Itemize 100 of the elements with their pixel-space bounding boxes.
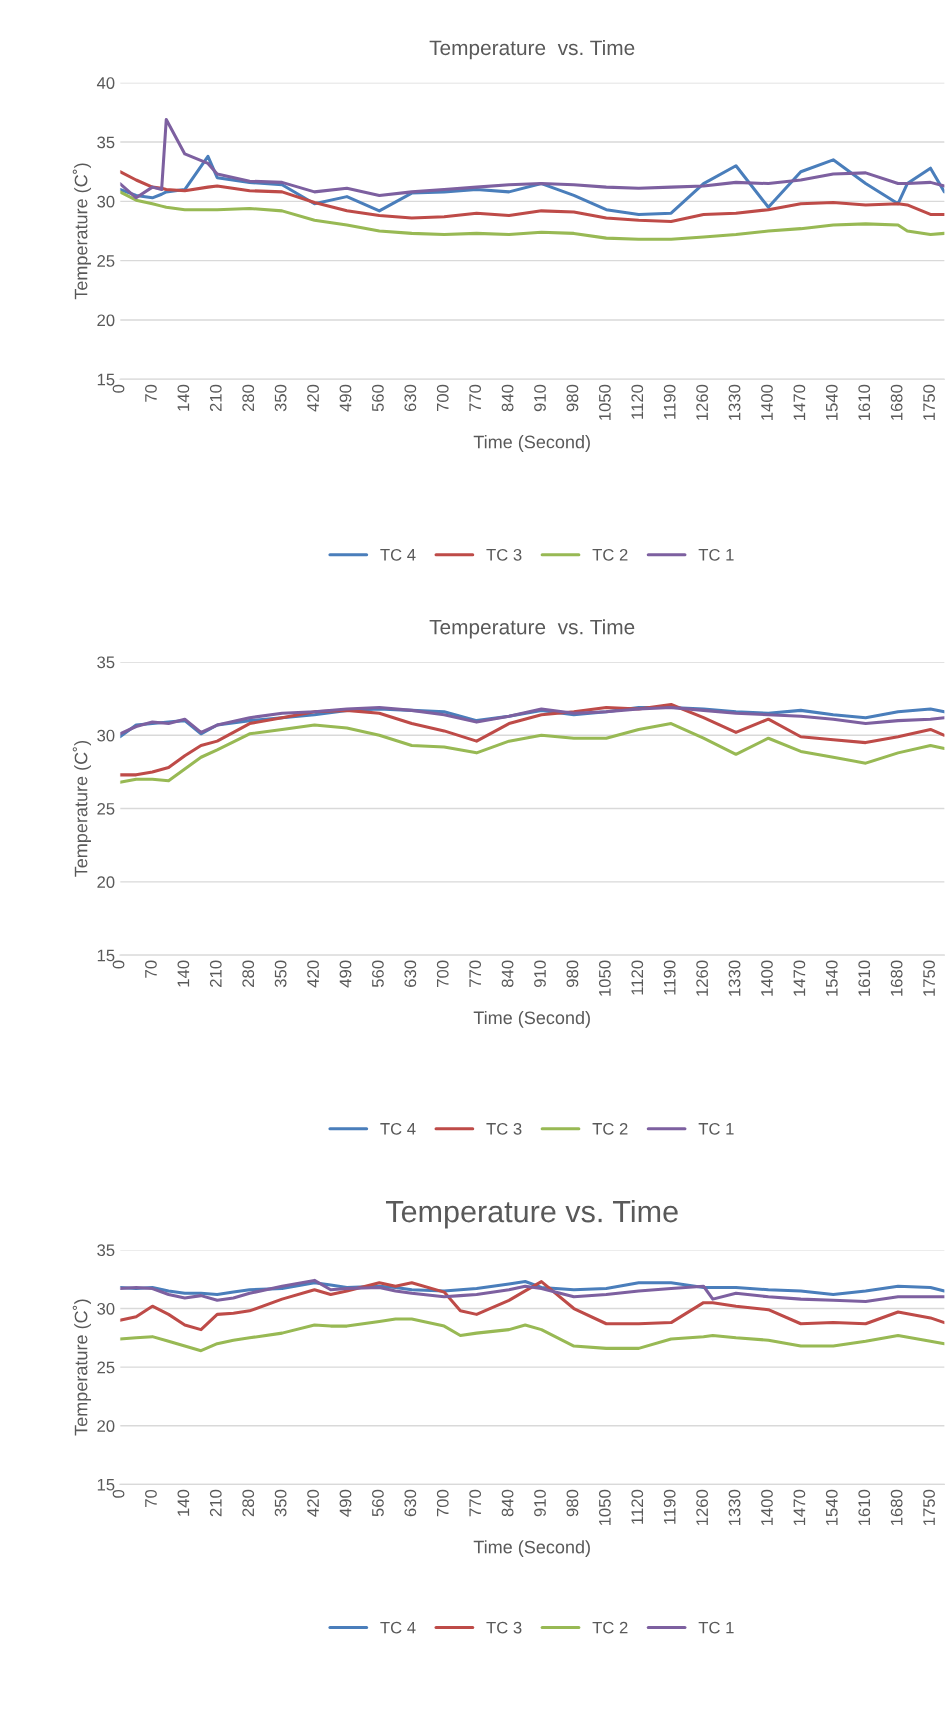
x-tick-label: 1750 (923, 1489, 935, 1526)
x-tick-label: 700 (436, 1489, 449, 1517)
x-tick-label: 910 (534, 1489, 546, 1517)
chart-title: Temperature vs. Time (385, 1199, 678, 1229)
x-tick-label: 630 (404, 1489, 417, 1517)
x-tick-label: 1680 (890, 960, 903, 996)
legend-label: TC 1 (698, 548, 734, 561)
x-tick-label: 910 (534, 960, 546, 987)
x-tick-label: 560 (372, 384, 384, 412)
x-tick-label: 700 (436, 384, 449, 412)
x-tick-label: 1610 (858, 1489, 871, 1526)
y-tick-label: 25 (97, 802, 115, 815)
chart-title: Temperature vs. Time (429, 619, 635, 639)
x-tick-label: 1470 (793, 384, 806, 420)
x-tick-label: 1540 (825, 1489, 838, 1526)
line-series (119, 1278, 945, 1304)
y-tick-label: 25 (97, 255, 115, 267)
line-series (119, 1280, 945, 1332)
y-tick-label: 15 (97, 1478, 115, 1491)
x-tick-label: 350 (274, 1489, 287, 1517)
legend-label: TC 3 (486, 1621, 522, 1634)
x-tick-label: 1120 (631, 960, 644, 995)
x-tick-label: 210 (209, 384, 222, 412)
x-tick-label: 70 (145, 960, 157, 978)
x-tick-label: 630 (404, 960, 417, 987)
legend-label: TC 4 (380, 548, 416, 561)
x-tick-label: 280 (242, 960, 255, 987)
x-tick-label: 700 (436, 960, 449, 987)
legend-label: TC 3 (486, 548, 522, 561)
x-tick-label: 1330 (728, 960, 741, 996)
legend-label: TC 1 (698, 1122, 734, 1135)
x-tick-label: 840 (501, 384, 514, 412)
x-tick-label: 840 (501, 960, 514, 988)
x-tick-label: 630 (404, 384, 417, 412)
x-tick-label: 1330 (728, 1489, 741, 1526)
x-tick-label: 1120 (631, 384, 644, 419)
x-tick-label: 1470 (793, 960, 806, 996)
x-axis-title: Time (Second) (473, 435, 590, 452)
x-tick-label: 1260 (696, 960, 709, 996)
y-tick-label: 25 (97, 1361, 115, 1374)
x-tick-label: 1680 (890, 384, 903, 420)
legend-label: TC 1 (698, 1621, 734, 1634)
legend-label: TC 3 (486, 1122, 522, 1135)
x-tick-label: 490 (339, 384, 352, 412)
x-tick-label: 210 (209, 1489, 222, 1517)
x-tick-label: 770 (469, 960, 482, 987)
x-tick-label: 1680 (890, 1489, 903, 1526)
legend-label: TC 2 (592, 548, 628, 561)
line-series (119, 190, 945, 241)
x-tick-label: 0 (112, 960, 125, 969)
x-tick-label: 770 (469, 384, 482, 412)
line-series (119, 1317, 945, 1353)
y-axis-title: Temperature (C˚) (72, 163, 91, 300)
legend-label: TC 2 (592, 1621, 628, 1634)
y-tick-label: 35 (97, 1244, 115, 1257)
y-axis-title: Temperature (C˚) (72, 1299, 91, 1436)
x-tick-label: 1610 (858, 960, 871, 996)
x-tick-label: 1400 (761, 384, 773, 420)
x-tick-label: 70 (145, 1489, 157, 1507)
x-tick-label: 1330 (728, 384, 741, 420)
legend-label: TC 2 (592, 1122, 628, 1135)
y-tick-label: 30 (97, 195, 115, 208)
x-tick-label: 910 (534, 384, 546, 412)
x-tick-label: 1260 (696, 384, 709, 420)
x-tick-label: 1750 (923, 384, 935, 420)
x-tick-label: 560 (372, 960, 384, 988)
x-tick-label: 1190 (663, 1489, 676, 1524)
x-tick-label: 490 (339, 1489, 352, 1517)
x-tick-label: 0 (112, 384, 125, 393)
x-tick-label: 1120 (631, 1489, 644, 1524)
x-tick-label: 1750 (923, 960, 935, 996)
x-tick-label: 420 (307, 384, 319, 412)
line-series (119, 117, 945, 200)
x-tick-label: 140 (177, 1489, 190, 1516)
x-tick-label: 1400 (761, 960, 773, 996)
y-tick-label: 30 (97, 1302, 115, 1315)
x-axis-title: Time (Second) (473, 1540, 590, 1558)
line-series (119, 170, 945, 224)
x-axis-title: Time (Second) (473, 1010, 590, 1028)
y-tick-label: 20 (97, 314, 115, 327)
legend-label: TC 4 (380, 1122, 416, 1135)
x-tick-label: 980 (566, 960, 579, 987)
x-tick-label: 1470 (793, 1489, 806, 1526)
x-tick-label: 140 (177, 960, 190, 987)
y-tick-label: 30 (97, 729, 115, 742)
x-tick-label: 980 (566, 1489, 579, 1517)
x-tick-label: 350 (274, 960, 287, 988)
x-tick-label: 1050 (598, 1489, 611, 1526)
y-tick-label: 35 (97, 136, 115, 149)
y-tick-label: 15 (97, 373, 115, 386)
x-tick-label: 490 (339, 960, 352, 988)
x-tick-label: 1260 (696, 1489, 709, 1526)
y-tick-label: 20 (97, 876, 115, 889)
x-tick-label: 840 (501, 1489, 514, 1517)
x-tick-label: 0 (112, 1489, 125, 1498)
x-tick-label: 1050 (598, 960, 611, 996)
y-tick-label: 40 (96, 77, 115, 89)
x-tick-label: 1190 (663, 384, 676, 419)
x-tick-label: 140 (177, 384, 190, 411)
x-tick-label: 980 (566, 384, 579, 412)
